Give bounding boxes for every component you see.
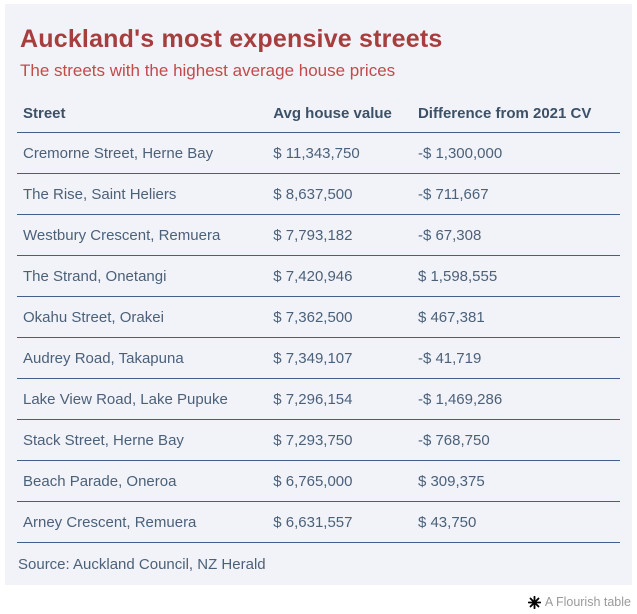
street-cell: Stack Street, Herne Bay	[17, 419, 268, 462]
street-cell: Audrey Road, Takapuna	[17, 337, 268, 380]
table-row: The Rise, Saint Heliers $ 8,637,500 -$ 7…	[17, 173, 620, 216]
page-title: Auckland's most expensive streets	[20, 25, 443, 53]
difference-cell: $ 1,598,555	[411, 255, 620, 298]
value-cell: $ 7,293,750	[267, 419, 412, 462]
column-header-street: Street	[17, 96, 268, 134]
streets-table: Street Avg house value Difference from 2…	[17, 96, 620, 544]
street-cell: Okahu Street, Orakei	[17, 296, 268, 339]
street-cell: Beach Parade, Oneroa	[17, 460, 268, 503]
table-row: Audrey Road, Takapuna $ 7,349,107 -$ 41,…	[17, 337, 620, 380]
value-cell: $ 7,420,946	[267, 255, 412, 298]
table-row: Stack Street, Herne Bay $ 7,293,750 -$ 7…	[17, 419, 620, 462]
table-row: Cremorne Street, Herne Bay $ 11,343,750 …	[17, 132, 620, 175]
table-row: Arney Crescent, Remuera $ 6,631,557 $ 43…	[17, 501, 620, 544]
street-cell: Arney Crescent, Remuera	[17, 501, 268, 544]
street-cell: Cremorne Street, Herne Bay	[17, 132, 268, 175]
table-row: The Strand, Onetangi $ 7,420,946 $ 1,598…	[17, 255, 620, 298]
attribution-label: A Flourish table	[544, 595, 631, 609]
column-header-avg-house-value: Avg house value	[267, 96, 412, 134]
difference-cell: -$ 711,667	[411, 173, 620, 216]
street-cell: The Rise, Saint Heliers	[17, 173, 268, 216]
difference-cell: -$ 1,300,000	[411, 132, 620, 175]
value-cell: $ 6,631,557	[267, 501, 412, 544]
table-row: Lake View Road, Lake Pupuke $ 7,296,154 …	[17, 378, 620, 421]
difference-cell: -$ 41,719	[411, 337, 620, 380]
value-cell: $ 6,765,000	[267, 460, 412, 503]
value-cell: $ 7,362,500	[267, 296, 412, 339]
value-cell: $ 7,349,107	[267, 337, 412, 380]
page-subtitle: The streets with the highest average hou…	[20, 61, 396, 80]
flourish-attribution-link[interactable]: A Flourish table	[527, 595, 631, 609]
street-cell: The Strand, Onetangi	[17, 255, 268, 298]
value-cell: $ 7,296,154	[267, 378, 412, 421]
value-cell: $ 8,637,500	[267, 173, 412, 216]
source-text: Source: Auckland Council, NZ Herald	[18, 556, 266, 574]
difference-cell: $ 309,375	[411, 460, 620, 503]
difference-cell: -$ 768,750	[411, 419, 620, 462]
flourish-asterisk-icon	[527, 595, 541, 609]
street-cell: Lake View Road, Lake Pupuke	[17, 378, 268, 421]
difference-cell: $ 467,381	[411, 296, 620, 339]
table-row: Okahu Street, Orakei $ 7,362,500 $ 467,3…	[17, 296, 620, 339]
difference-cell: -$ 67,308	[411, 214, 620, 257]
difference-cell: $ 43,750	[411, 501, 620, 544]
table-row: Westbury Crescent, Remuera $ 7,793,182 -…	[17, 214, 620, 257]
column-header-difference: Difference from 2021 CV	[411, 96, 620, 134]
table-row: Beach Parade, Oneroa $ 6,765,000 $ 309,3…	[17, 460, 620, 503]
table-header-row: Street Avg house value Difference from 2…	[17, 96, 620, 134]
value-cell: $ 7,793,182	[267, 214, 412, 257]
difference-cell: -$ 1,469,286	[411, 378, 620, 421]
value-cell: $ 11,343,750	[267, 132, 412, 175]
street-cell: Westbury Crescent, Remuera	[17, 214, 268, 257]
table-card: Auckland's most expensive streets The st…	[5, 4, 632, 585]
